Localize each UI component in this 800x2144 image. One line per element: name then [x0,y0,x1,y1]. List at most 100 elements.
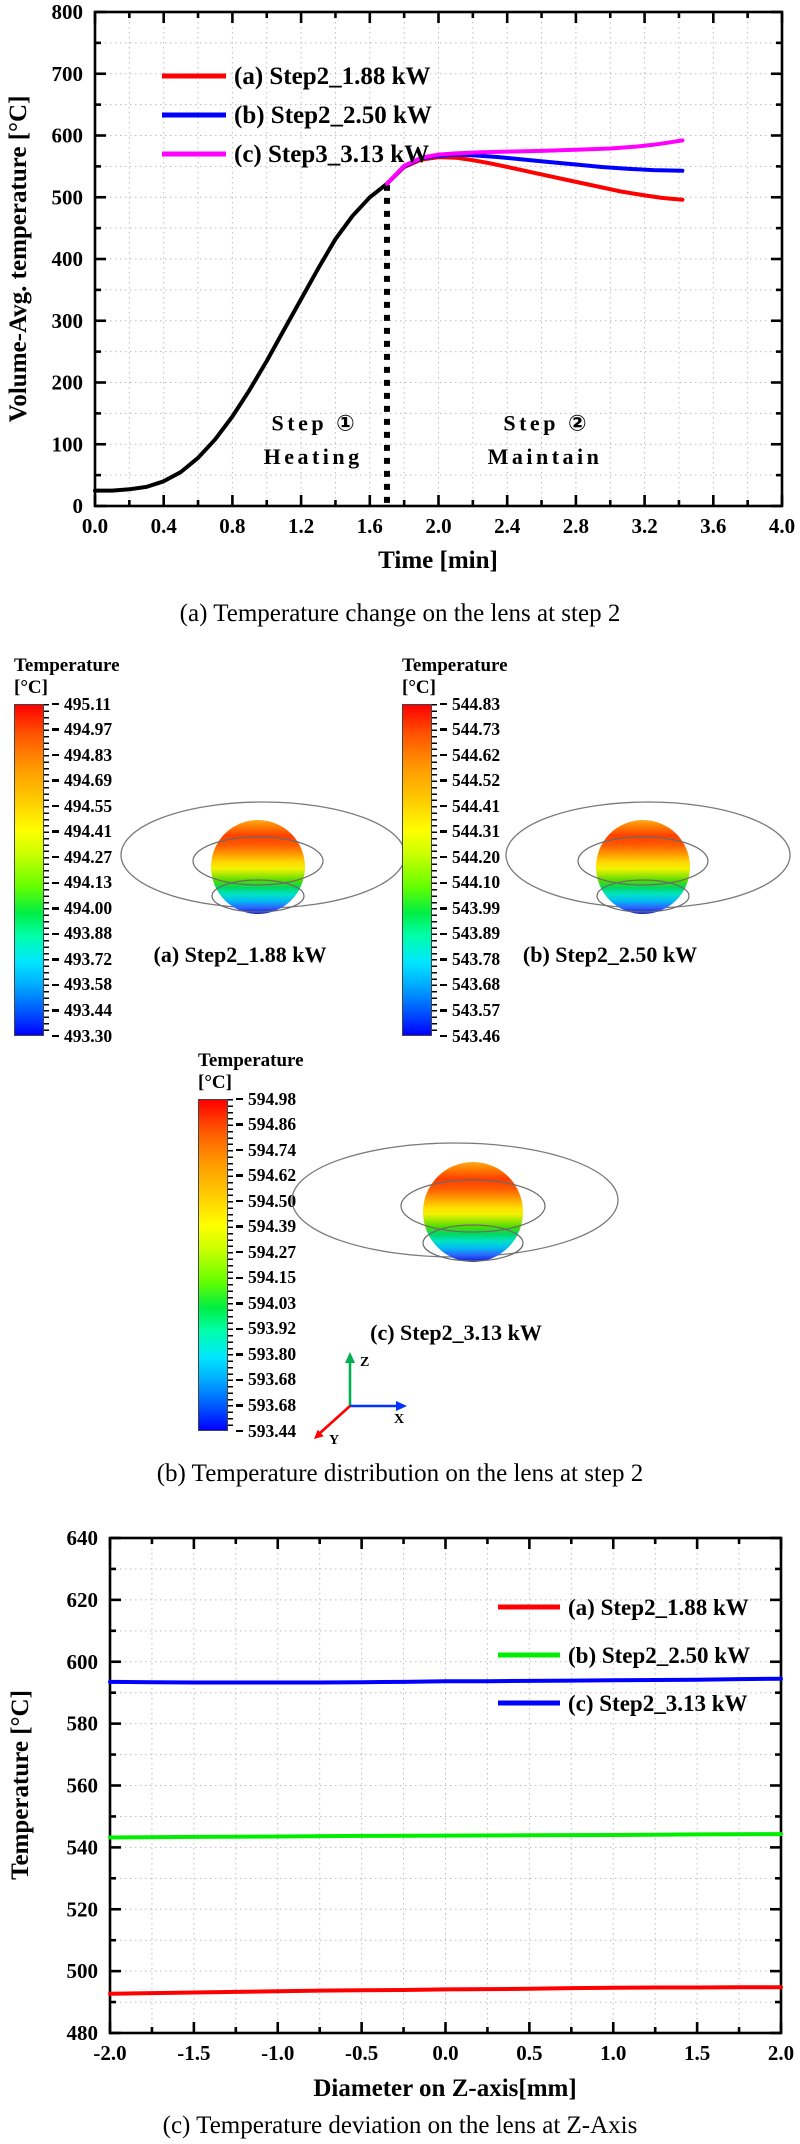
colorbar-values: 594.98 594.86 594.74 594.62 594.50 594.39 594.… [236,1089,314,1441]
colorbar-value-row: 593.92 [236,1318,296,1338]
colorbar-value-row: 495.11 [52,693,112,714]
lens-ring-upper [577,836,709,886]
colorbar-tick [440,830,447,833]
x-axis-label: Time [min] [378,547,498,574]
colorbar-value: 494.00 [64,897,113,918]
colorbar-value: 593.68 [248,1369,297,1390]
colorbar-value-row: 594.62 [236,1165,297,1186]
lens-temperature-distribution [505,801,791,914]
colorbar-tick [52,881,59,885]
colorbar-value: 493.30 [64,1025,113,1046]
lens-ring-upper [400,1179,546,1233]
colorbar-tick [52,779,59,782]
colorbar-body: 495.11 494.97 494.83 494.69 494.55 494.41 494.… [14,694,130,1046]
caption-panel-c: (c) Temperature deviation on the lens at… [162,2112,638,2139]
y-tick-label: 300 [52,309,84,333]
colorbar-value-row: 543.57 [440,1000,500,1020]
colorbar-value-row: 594.15 [236,1267,296,1287]
legend-label: (a) Step2_1.88 kW [234,63,431,90]
lens-ring-lower [596,879,690,913]
colorbar-value-row: 544.20 [440,846,501,867]
colorbar-tick [52,1009,59,1012]
y-tick-label: 560 [67,1774,99,1798]
colorbar-title: Temperature [14,655,120,676]
colorbar-tick [52,958,59,961]
colorbar-unit: [°C] [198,1072,232,1093]
colorbar-tick [440,881,447,885]
colorbar-value: 495.11 [64,693,112,714]
colorbar-gradient [14,704,44,1036]
lens-label: (c) Step2_3.13 kW [370,1320,542,1345]
y-tick-label: 700 [52,62,84,86]
y-tick-label: 620 [67,1588,99,1612]
legend-label: (b) Step2_2.50 kW [568,1643,750,1668]
colorbar-tick [440,907,447,910]
axis-ticks [93,10,784,508]
colorbar-body: 594.98 594.86 594.74 594.62 594.50 594.39 594.… [198,1089,314,1441]
legend-label: (a) Step2_1.88 kW [568,1595,749,1620]
colorbar-value: 494.69 [64,770,113,791]
colorbar-value-row: 494.55 [52,796,112,816]
colorbar-value: 543.89 [452,923,501,944]
colorbar-value: 493.44 [64,999,113,1020]
colorbar-value-row: 543.68 [440,974,500,994]
x-tick-label: 1.6 [357,514,383,538]
colorbar-tick [236,1199,243,1203]
colorbar-value: 544.52 [452,770,501,791]
colorbar-value-row: 544.62 [440,745,500,765]
colorbar-value: 594.50 [248,1190,297,1211]
colorbar-tick [52,1034,59,1038]
colorbar-value-row: 544.41 [440,796,500,816]
colorbar-value-row: 544.10 [440,872,500,892]
legend-label: (b) Step2_2.50 kW [234,102,432,129]
axis-triad: Z X Y [314,1352,407,1448]
colorbar-value-row: 543.46 [440,1026,500,1046]
colorbar-tick [236,1378,243,1382]
y-tick-label: 0 [73,494,84,518]
x-tick-label: 4.0 [769,514,795,538]
colorbar-tick [52,830,59,833]
colorbar-value-row: 593.44 [236,1421,296,1441]
colorbar-tick [440,804,447,808]
colorbar-tick [52,804,59,808]
colorbar-value: 594.62 [248,1165,297,1186]
colorbar-tick [440,779,447,782]
colorbar-tick [236,1097,243,1101]
y-tick-label: 400 [52,247,84,271]
colorbar-value: 543.78 [452,948,501,969]
x-tick-label: 3.6 [700,514,726,538]
colorbar-value-row: 493.58 [52,974,112,994]
x-tick-label: 2.0 [425,514,451,538]
colorbar-value: 544.20 [452,846,501,867]
colorbar-unit: [°C] [402,677,436,698]
y-tick-label: 100 [52,432,84,456]
colorbar-value: 493.72 [64,948,113,969]
x-tick-label: 2.4 [494,514,521,538]
gridlines [110,1538,781,2033]
colorbar-tick [440,753,447,757]
colorbar-value-row: 494.83 [52,745,112,765]
colorbar-tick [236,1123,243,1126]
y-axis-label: Volume-Avg. temperature [°C] [5,96,32,423]
colorbar-value-row: 493.72 [52,948,113,969]
x-tick-label: -0.5 [345,2041,378,2065]
x-tick-label: -2.0 [93,2041,126,2065]
panel-temp-change: 0.0 0.4 0.8 1.2 1.6 2.0 2.4 2.8 3.2 3.6 4.0 0 100 200… [0,0,800,640]
colorbar-value: 594.86 [248,1114,297,1135]
colorbar-title: Temperature [402,655,508,676]
series-line [93,181,389,493]
x-tick-label: 1.0 [600,2041,626,2065]
colorbar-tickstrip [44,704,49,1036]
series-line [108,1676,783,1685]
x-tick-label: -1.5 [177,2041,210,2065]
y-tick-label: 200 [52,371,84,395]
panel-temp-distribution: (b) Temperature distribution on the lens… [0,640,800,1515]
x-tick-label: 1.5 [684,2041,710,2065]
colorbar-value-row: 493.44 [52,999,113,1020]
x-tick-label: 2.8 [563,514,589,538]
colorbar-title: Temperature [198,1050,304,1071]
annotation: Maintain [488,444,603,469]
panel-temp-deviation: -2.0 -1.5 -1.0 -0.5 0.0 0.5 1.0 1.5 2.0 480 500 520… [0,1515,800,2144]
y-tick-label: 520 [67,1897,99,1921]
legend-label: (c) Step2_3.13 kW [568,1691,748,1716]
